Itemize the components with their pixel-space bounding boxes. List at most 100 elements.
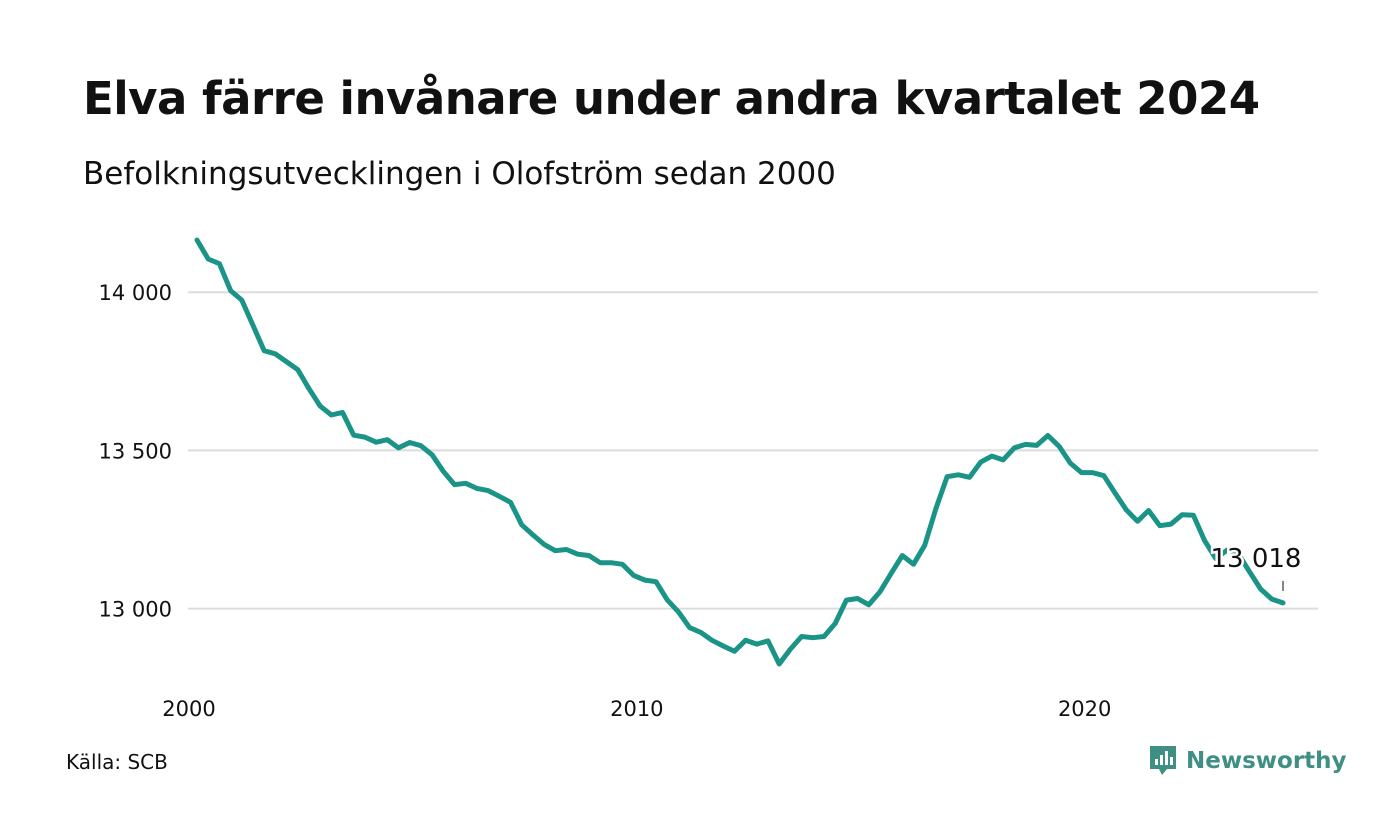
data-point [262, 348, 267, 353]
data-point [732, 649, 737, 654]
brand-logo[interactable]: Newsworthy [1148, 744, 1347, 778]
data-point [609, 560, 614, 565]
data-point [642, 578, 647, 583]
data-point [575, 552, 580, 557]
data-point [396, 445, 401, 450]
data-point [833, 621, 838, 626]
data-point [206, 256, 211, 261]
data-point [284, 359, 289, 364]
newsworthy-logo-icon [1150, 746, 1176, 775]
data-point [1101, 473, 1106, 478]
data-point [250, 323, 255, 328]
data-point [1258, 587, 1263, 592]
data-point [362, 435, 367, 440]
data-point [486, 488, 491, 493]
x-axis-tick-labels: 2000 2010 2020 [162, 697, 1111, 721]
data-point [911, 562, 916, 567]
data-point [956, 472, 961, 477]
data-point [777, 662, 782, 667]
gridlines [188, 291, 1318, 610]
y-tick-label: 13 500 [99, 439, 172, 463]
data-point [306, 386, 311, 391]
y-tick-label: 14 000 [99, 281, 172, 305]
data-point [239, 298, 244, 303]
data-point [1057, 444, 1062, 449]
data-point [1135, 519, 1140, 524]
series-layer [194, 237, 1286, 667]
data-point [374, 440, 379, 445]
data-point [1090, 470, 1095, 475]
annotation-label: 13 018 [1211, 544, 1302, 574]
chart-subtitle: Befolkningsutvecklingen i Olofström seda… [83, 156, 836, 192]
data-point [900, 553, 905, 558]
data-point [866, 602, 871, 607]
data-point [519, 522, 524, 527]
data-point [1191, 513, 1196, 518]
x-tick-label: 2010 [610, 697, 663, 721]
data-point [620, 562, 625, 567]
data-point [418, 443, 423, 448]
data-point [329, 412, 334, 417]
source-note: Källa: SCB [66, 750, 168, 774]
data-point [508, 500, 513, 505]
series-line [194, 237, 1286, 667]
data-point [945, 474, 950, 479]
data-point [743, 638, 748, 643]
data-point [598, 560, 603, 565]
data-point [195, 238, 200, 243]
data-point [385, 437, 390, 442]
data-point [877, 589, 882, 594]
data-point [217, 261, 222, 266]
data-point [452, 482, 457, 487]
data-point [631, 573, 636, 578]
data-point [821, 634, 826, 639]
data-point [933, 506, 938, 511]
data-point [530, 532, 535, 537]
data-point [553, 548, 558, 553]
brand-name: Newsworthy [1186, 748, 1347, 774]
data-point [1113, 491, 1118, 496]
data-point [463, 481, 468, 486]
data-point [844, 598, 849, 603]
data-point [710, 638, 715, 643]
data-point [698, 630, 703, 635]
data-point [351, 433, 356, 438]
data-point [855, 596, 860, 601]
data-point [295, 367, 300, 372]
y-tick-label: 13 000 [99, 598, 172, 622]
data-point [430, 452, 435, 457]
data-point [788, 647, 793, 652]
data-point [497, 494, 502, 499]
data-point [799, 634, 804, 639]
data-point [441, 469, 446, 474]
data-point [1012, 445, 1017, 450]
data-point [318, 404, 323, 409]
data-point [754, 642, 759, 647]
chart-title: Elva färre invånare under andra kvartale… [83, 72, 1260, 125]
data-point [564, 547, 569, 552]
data-point [273, 351, 278, 356]
data-point [407, 440, 412, 445]
data-point [1269, 597, 1274, 602]
data-point [1068, 461, 1073, 466]
data-point [676, 609, 681, 614]
x-tick-label: 2020 [1058, 697, 1111, 721]
data-point [1034, 443, 1039, 448]
data-point [1124, 507, 1129, 512]
data-point [922, 543, 927, 548]
data-point [665, 597, 670, 602]
data-point [1023, 442, 1028, 447]
y-axis-tick-labels: 13 000 13 500 14 000 [99, 281, 172, 621]
data-point [687, 625, 692, 630]
data-point [1281, 600, 1286, 605]
data-point [228, 288, 233, 293]
data-point [967, 475, 972, 480]
data-point [1202, 538, 1207, 543]
data-point [1157, 523, 1162, 528]
data-point [978, 460, 983, 465]
data-point [340, 410, 345, 415]
data-point [1169, 522, 1174, 527]
data-point [1180, 512, 1185, 517]
data-point [542, 542, 547, 547]
